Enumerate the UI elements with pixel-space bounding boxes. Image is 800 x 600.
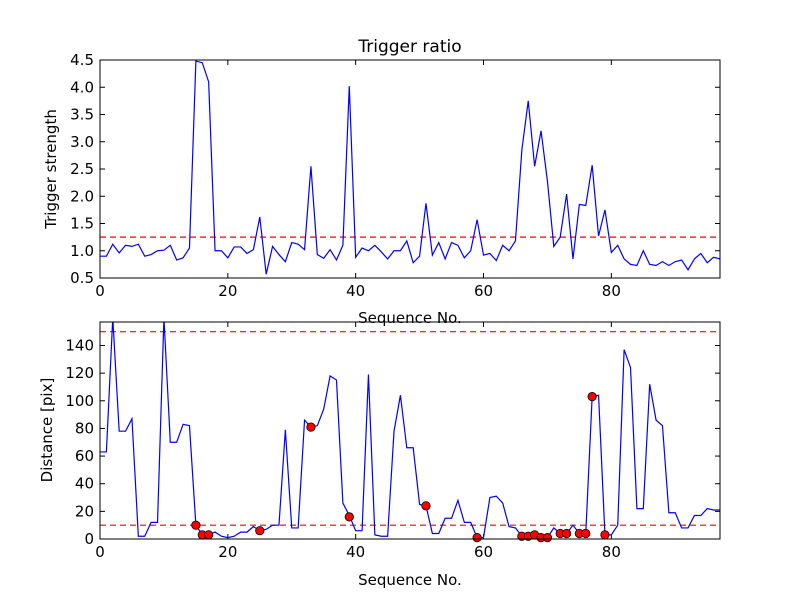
x-tick-label: 0 — [95, 282, 105, 300]
x-tick-label: 20 — [218, 543, 237, 561]
data-marker — [255, 526, 265, 536]
x-tick-label: 40 — [346, 282, 365, 300]
y-tick-label: 4.0 — [70, 78, 94, 96]
y-tick-label: 20 — [75, 502, 94, 520]
y-tick-label: 140 — [65, 336, 94, 354]
y-tick-label: 80 — [75, 419, 94, 437]
y-tick-label: 2.5 — [70, 160, 94, 178]
top-chart-title: Trigger ratio — [357, 37, 461, 57]
bottom-threshold-lines — [100, 331, 720, 526]
bottom-axis-ticks: 0 20 40 60 80 0 20 40 60 80 100 120 140 — [65, 322, 720, 561]
x-tick-label: 40 — [346, 543, 365, 561]
y-tick-label: 1.5 — [70, 215, 94, 233]
x-tick-label: 60 — [474, 543, 493, 561]
x-tick-label: 60 — [474, 282, 493, 300]
y-tick-label: 2.0 — [70, 187, 94, 205]
bottom-markers — [191, 392, 610, 543]
y-tick-label: 3.0 — [70, 133, 94, 151]
data-marker — [306, 422, 316, 432]
y-tick-label: 4.5 — [70, 51, 94, 69]
y-tick-label: 3.5 — [70, 106, 94, 124]
x-tick-label: 0 — [95, 543, 105, 561]
y-tick-label: 40 — [75, 475, 94, 493]
bottom-x-axis-label: Sequence No. — [358, 571, 462, 589]
data-marker — [204, 530, 214, 540]
x-tick-label: 20 — [218, 282, 237, 300]
y-tick-label: 100 — [65, 392, 94, 410]
data-marker — [421, 501, 431, 511]
bottom-plot-frame — [99, 321, 721, 540]
data-marker — [600, 530, 610, 540]
y-tick-label: 1.0 — [70, 242, 94, 260]
data-marker — [344, 512, 354, 522]
top-axis-ticks: 0 20 40 60 80 0.5 1.0 1.5 2.0 2.5 3.0 3.5 4.0 4.5 — [70, 51, 720, 300]
x-tick-label: 80 — [602, 282, 621, 300]
bottom-chart: 0 20 40 60 80 0 20 40 60 80 100 120 140 Sequence No.… — [38, 321, 721, 589]
top-series-line — [100, 60, 720, 275]
y-tick-label: 0.5 — [70, 269, 94, 287]
top-y-axis-label: Trigger strength — [42, 109, 60, 230]
data-marker — [542, 533, 553, 543]
bottom-y-axis-label: Distance [pix] — [38, 378, 56, 483]
y-tick-label: 120 — [65, 364, 94, 382]
data-marker — [581, 528, 591, 539]
data-marker — [587, 392, 597, 402]
data-marker — [191, 520, 201, 530]
data-marker — [561, 528, 572, 539]
top-plot-frame — [99, 59, 721, 279]
y-tick-label: 60 — [75, 447, 94, 465]
top-x-axis-label: Sequence No. — [358, 309, 462, 327]
y-tick-label: 0 — [84, 530, 94, 548]
data-marker — [472, 533, 482, 543]
x-tick-label: 80 — [602, 543, 621, 561]
